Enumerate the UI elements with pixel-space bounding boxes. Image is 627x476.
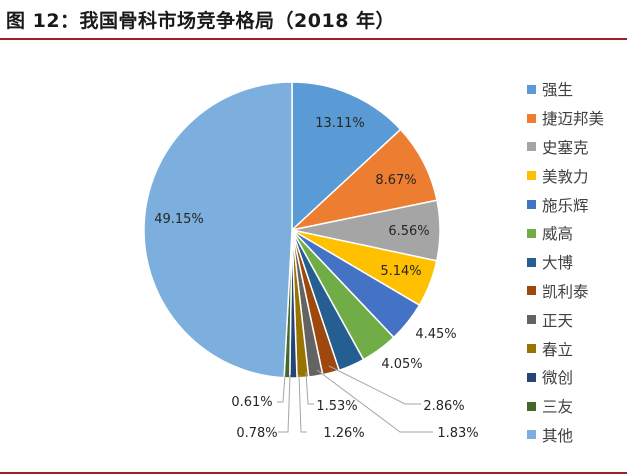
data-label: 6.56% [388, 224, 429, 239]
legend-label: 三友 [542, 398, 574, 417]
legend-label: 凯利泰 [542, 282, 589, 301]
legend-item: 春立 [527, 334, 604, 363]
bottom-divider [0, 472, 627, 474]
legend-swatch [527, 171, 536, 181]
pie-slices [143, 81, 441, 379]
legend-label: 美敦力 [542, 167, 589, 186]
legend-label: 其他 [542, 426, 574, 445]
legend-item: 正天 [527, 305, 604, 334]
legend-swatch [527, 257, 536, 267]
legend-label: 威高 [542, 225, 574, 244]
leader-line [277, 374, 286, 403]
legend-label: 史塞克 [542, 138, 589, 157]
leader-line [316, 369, 433, 433]
legend-label: 施乐辉 [542, 196, 589, 215]
data-label: 2.86% [423, 399, 464, 414]
chart-legend: 强生捷迈邦美史塞克美敦力施乐辉威高大博凯利泰正天春立微创三友其他 [527, 75, 604, 449]
legend-label: 正天 [542, 311, 574, 330]
leader-line [305, 371, 314, 405]
legend-swatch [527, 430, 536, 440]
legend-item: 威高 [527, 219, 604, 248]
data-label: 1.53% [316, 399, 357, 414]
legend-swatch [527, 344, 536, 354]
pie-slice [143, 81, 293, 379]
legend-label: 春立 [542, 340, 574, 359]
data-label: 0.61% [231, 395, 272, 410]
data-label: 5.14% [380, 264, 421, 279]
legend-swatch [527, 315, 536, 325]
legend-item: 史塞克 [527, 133, 604, 162]
data-label: 1.83% [437, 426, 478, 441]
legend-label: 大博 [542, 254, 574, 273]
legend-swatch [527, 286, 536, 296]
legend-swatch [527, 113, 536, 123]
legend-label: 捷迈邦美 [542, 110, 605, 129]
data-label: 4.05% [381, 357, 422, 372]
chart-title: 图 12：我国骨科市场竞争格局（2018 年） [6, 10, 396, 32]
legend-label: 微创 [542, 369, 574, 388]
legend-item: 施乐辉 [527, 190, 604, 219]
leader-line [278, 374, 291, 433]
data-label: 13.11% [315, 116, 365, 131]
legend-item: 捷迈邦美 [527, 104, 604, 133]
data-label: 1.26% [323, 426, 364, 441]
legend-swatch [527, 401, 536, 411]
data-label: 8.67% [375, 173, 416, 188]
legend-swatch [527, 142, 536, 152]
legend-swatch [527, 372, 536, 382]
pie-slice [291, 81, 402, 231]
legend-swatch [527, 228, 536, 238]
legend-item: 凯利泰 [527, 277, 604, 306]
data-label: 49.15% [154, 212, 204, 227]
leader-line [328, 365, 421, 405]
legend-item: 大博 [527, 248, 604, 277]
legend-item: 微创 [527, 363, 604, 392]
legend-item: 美敦力 [527, 161, 604, 190]
legend-item: 三友 [527, 392, 604, 421]
data-labels: 13.11% 8.67% 6.56% 5.14% 4.45% 4.05% 2.86% 1.83… [154, 116, 478, 441]
leader-line [298, 374, 307, 433]
legend-label: 强生 [542, 81, 574, 100]
title-divider [0, 38, 627, 40]
legend-swatch [527, 84, 536, 94]
legend-swatch [527, 200, 536, 210]
legend-item: 其他 [527, 421, 604, 450]
legend-item: 强生 [527, 75, 604, 104]
data-label: 4.45% [415, 327, 456, 342]
data-label: 0.78% [236, 426, 277, 441]
